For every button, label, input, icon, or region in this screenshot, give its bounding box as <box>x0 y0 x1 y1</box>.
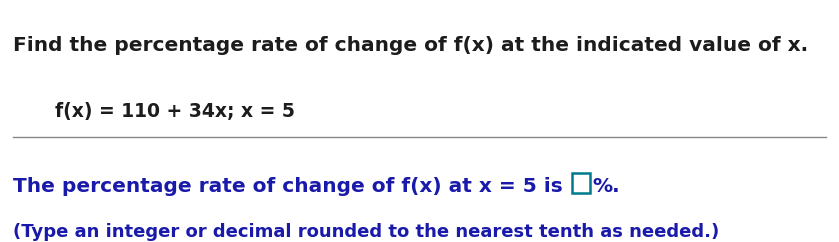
Text: %.: %. <box>592 177 620 196</box>
Text: The percentage rate of change of f(x) at x = 5 is: The percentage rate of change of f(x) at… <box>13 177 571 196</box>
Text: f(x) = 110 + 34x; x = 5: f(x) = 110 + 34x; x = 5 <box>55 102 294 121</box>
Text: (Type an integer or decimal rounded to the nearest tenth as needed.): (Type an integer or decimal rounded to t… <box>13 223 720 241</box>
Text: Find the percentage rate of change of f(x) at the indicated value of x.: Find the percentage rate of change of f(… <box>13 36 809 55</box>
